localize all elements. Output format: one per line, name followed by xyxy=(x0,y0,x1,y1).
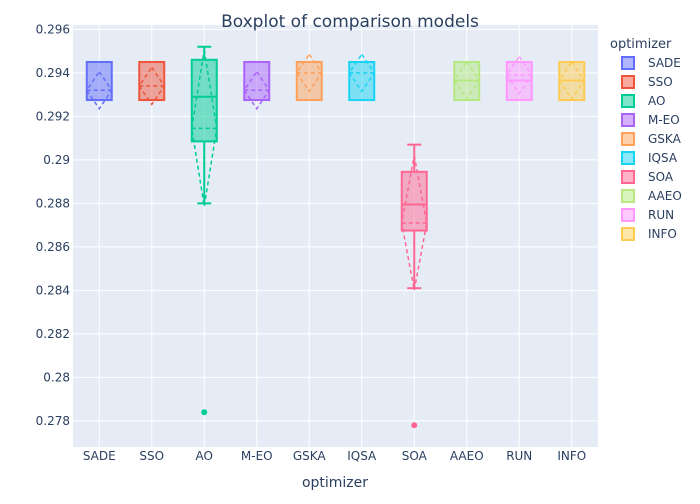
legend: optimizer SADE SSO AO M-EO GSKA IQSA SOA AAEO RU… xyxy=(610,37,682,241)
y-tick-label: 0.288 xyxy=(36,196,70,210)
y-tick-label: 0.296 xyxy=(36,22,70,36)
y-axis: 0.278 0.28 0.282 0.284 0.286 0.288 0.29 0.292 0.… xyxy=(36,22,70,428)
legend-label: M-EO xyxy=(648,113,680,127)
box-iqsa xyxy=(348,53,376,102)
y-tick-label: 0.282 xyxy=(36,327,70,341)
sd-diamond xyxy=(295,53,323,93)
x-tick-label: INFO xyxy=(557,449,586,463)
legend-label: RUN xyxy=(648,208,674,222)
legend-swatch xyxy=(621,132,635,146)
box-layer xyxy=(85,45,586,429)
x-tick-label: GSKA xyxy=(293,449,327,463)
sd-diamond xyxy=(453,60,481,101)
x-tick-label: IQSA xyxy=(347,449,377,463)
outlier-point xyxy=(201,409,208,416)
chart-title: Boxplot of comparison models xyxy=(221,12,479,32)
legend-swatch xyxy=(621,208,635,222)
y-tick-label: 0.28 xyxy=(43,370,70,384)
box-ao xyxy=(190,45,218,416)
sd-diamond xyxy=(138,66,166,106)
box-sso xyxy=(138,60,166,106)
y-tick-label: 0.284 xyxy=(36,283,70,297)
x-tick-label: RUN xyxy=(506,449,532,463)
y-tick-label: 0.278 xyxy=(36,414,70,428)
outlier-point xyxy=(411,422,418,429)
box-body xyxy=(243,60,271,102)
x-tick-label: SADE xyxy=(83,449,116,463)
legend-label: SADE xyxy=(648,56,681,70)
y-tick-label: 0.29 xyxy=(43,153,70,167)
box-soa xyxy=(400,143,428,429)
box-run xyxy=(505,55,533,102)
x-axis: SADE SSO AO M-EO GSKA IQSA SOA AAEO RUN INFO xyxy=(83,449,586,463)
legend-swatch xyxy=(621,170,635,184)
x-tick-label: AO xyxy=(196,449,213,463)
box-body xyxy=(348,60,376,102)
legend-label: AAEO xyxy=(648,189,682,203)
sd-diamond xyxy=(400,155,428,291)
legend-label: INFO xyxy=(648,227,677,241)
box-gska xyxy=(295,53,323,102)
legend-swatch xyxy=(621,151,635,165)
legend-swatch xyxy=(621,227,635,241)
x-tick-label: SSO xyxy=(139,449,164,463)
legend-label: SSO xyxy=(648,75,673,89)
sd-diamond xyxy=(243,70,271,111)
legend-swatch xyxy=(621,75,635,89)
sd-diamond xyxy=(190,49,218,207)
legend-label: SOA xyxy=(648,170,674,184)
y-tick-label: 0.286 xyxy=(36,240,70,254)
legend-label: IQSA xyxy=(648,151,678,165)
legend-swatch xyxy=(621,113,635,127)
box-info xyxy=(558,60,586,102)
sd-diamond xyxy=(348,53,376,93)
legend-swatch xyxy=(621,94,635,108)
legend-title: optimizer xyxy=(610,37,672,52)
x-tick-label: AAEO xyxy=(450,449,484,463)
x-tick-label: SOA xyxy=(402,449,428,463)
box-sade xyxy=(85,60,113,111)
legend-swatch xyxy=(621,189,635,203)
x-tick-label: M-EO xyxy=(241,449,273,463)
box-body xyxy=(85,60,113,102)
grid-layer xyxy=(73,25,598,447)
box-m-eo xyxy=(243,60,271,111)
legend-label: AO xyxy=(648,94,665,108)
y-tick-label: 0.294 xyxy=(36,66,70,80)
legend-label: GSKA xyxy=(648,132,682,146)
sd-diamond xyxy=(505,55,533,95)
y-tick-label: 0.292 xyxy=(36,109,70,123)
box-body xyxy=(295,60,323,102)
x-axis-title: optimizer xyxy=(302,475,368,491)
sd-diamond xyxy=(85,70,113,111)
legend-swatch xyxy=(621,56,635,70)
sd-diamond xyxy=(558,60,586,101)
box-aaeo xyxy=(453,60,481,102)
